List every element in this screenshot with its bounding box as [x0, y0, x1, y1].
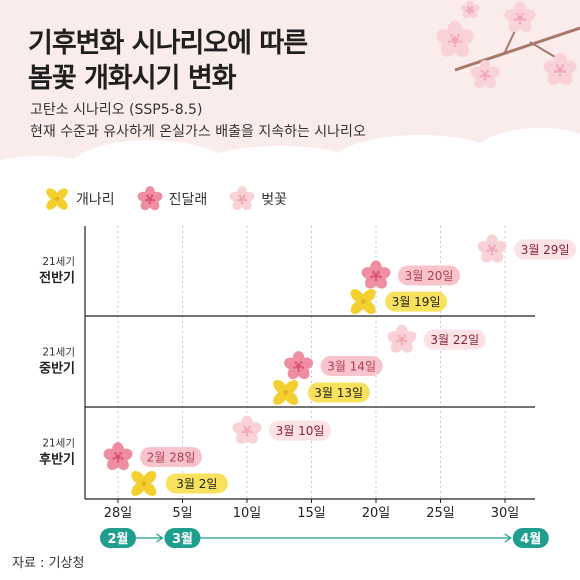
decorative-blossom-icon: [543, 52, 577, 85]
data-label-bg: [385, 291, 448, 312]
data-point-forsythia: [273, 379, 299, 405]
x-tick-label: 10일: [233, 506, 262, 521]
decorative-blossom-icon: [470, 60, 500, 89]
scenario-name: 고탄소 시나리오 (SSP5-8.5): [30, 102, 203, 118]
azalea-flower-icon-shape: [137, 186, 163, 211]
data-label: 3월 10일: [276, 424, 325, 438]
arrow-icon: [156, 533, 164, 543]
data-label-bg: [320, 356, 383, 377]
decorative-blossom-icon: [436, 20, 474, 57]
legend-label-forsythia: 개나리: [76, 192, 115, 208]
data-label: 3월 29일: [521, 243, 570, 257]
period-label-line2: 중반기: [39, 361, 75, 377]
period-label-line2: 후반기: [39, 452, 75, 468]
data-point-azalea: [103, 442, 133, 471]
header-decoration: [0, 0, 580, 200]
data-point-forsythia: [131, 470, 157, 496]
period-label-line1: 21세기: [42, 256, 75, 268]
legend-item-azalea: 진달래: [137, 186, 208, 212]
data-label-bg: [307, 382, 370, 403]
data-label-bg: [140, 447, 202, 468]
decorative-blossom-icon: [460, 0, 480, 19]
data-point-cherry: [232, 415, 262, 444]
x-tick-label: 30일: [491, 506, 520, 521]
data-point-cherry: [387, 324, 417, 353]
data-point-forsythia: [350, 289, 376, 315]
cherry-blossom-icon: [229, 186, 255, 211]
month-label: 4월: [520, 531, 541, 547]
data-label: 3월 13일: [314, 386, 363, 400]
data-label-bg: [269, 420, 331, 441]
forsythia-flower-icon: [46, 188, 68, 210]
legend-label-cherry: 벚꽃: [261, 192, 288, 208]
decorative-blossom-icon: [504, 1, 536, 32]
data-point-azalea: [284, 351, 314, 380]
month-badge: [100, 528, 136, 548]
chart-legend: 개나리 진달래 벚꽃: [44, 184, 309, 214]
title-line-1: 기후변화 시나리오에 따른: [28, 28, 308, 59]
arrow-icon: [504, 533, 512, 543]
data-label: 2월 28일: [147, 451, 196, 465]
data-label-bg: [165, 473, 228, 494]
legend-label-azalea: 진달래: [168, 192, 208, 208]
x-tick-label: 5일: [172, 506, 192, 521]
period-label-line1: 21세기: [42, 438, 75, 450]
chart-marks: 3월 19일 3월 13일 3월 2일 3월 20일 3월 14일 2월 28일 3월 29…: [103, 234, 577, 496]
azalea-flower-icon: [137, 186, 163, 211]
legend-item-forsythia: 개나리: [44, 186, 115, 212]
data-label: 3월 20일: [405, 269, 454, 283]
data-point-cherry: [477, 234, 507, 263]
data-label-bg: [423, 329, 486, 350]
forsythia-flower-icon-shape: [46, 188, 68, 210]
x-tick-label: 28일: [104, 506, 133, 521]
source-note: 자료 : 기상청: [12, 556, 85, 571]
data-label: 3월 14일: [327, 360, 376, 374]
x-tick-label: 25일: [426, 506, 455, 521]
x-tick-label: 15일: [297, 506, 326, 521]
month-badge: [164, 528, 201, 548]
period-label-line2: 전반기: [39, 270, 75, 286]
data-label: 3월 22일: [430, 333, 479, 347]
x-tick-label: 20일: [362, 506, 391, 521]
legend-item-cherry: 벚꽃: [229, 186, 287, 212]
month-label: 3월: [172, 531, 193, 547]
period-label-line1: 21세기: [42, 347, 75, 359]
month-badge: [512, 528, 549, 548]
month-label: 2월: [107, 531, 128, 547]
data-label: 3월 19일: [392, 295, 441, 309]
data-point-azalea: [361, 260, 391, 289]
cloud-shape: [0, 128, 580, 200]
data-label-bg: [398, 265, 460, 286]
title-line-2: 봄꽃 개화시기 변화: [28, 63, 237, 94]
data-label-bg: [514, 239, 577, 260]
page-title: 기후변화 시나리오에 따른 봄꽃 개화시기 변화: [28, 26, 308, 96]
cherry-blossom-icon-shape: [229, 186, 255, 211]
x-axis: 28일 5일 10일 15일 20일 25일 30일 2월 3월 4월: [85, 498, 549, 548]
data-label: 3월 2일: [176, 477, 217, 491]
scenario-description: 현재 수준과 유사하게 온실가스 배출을 지속하는 시나리오: [30, 124, 366, 140]
